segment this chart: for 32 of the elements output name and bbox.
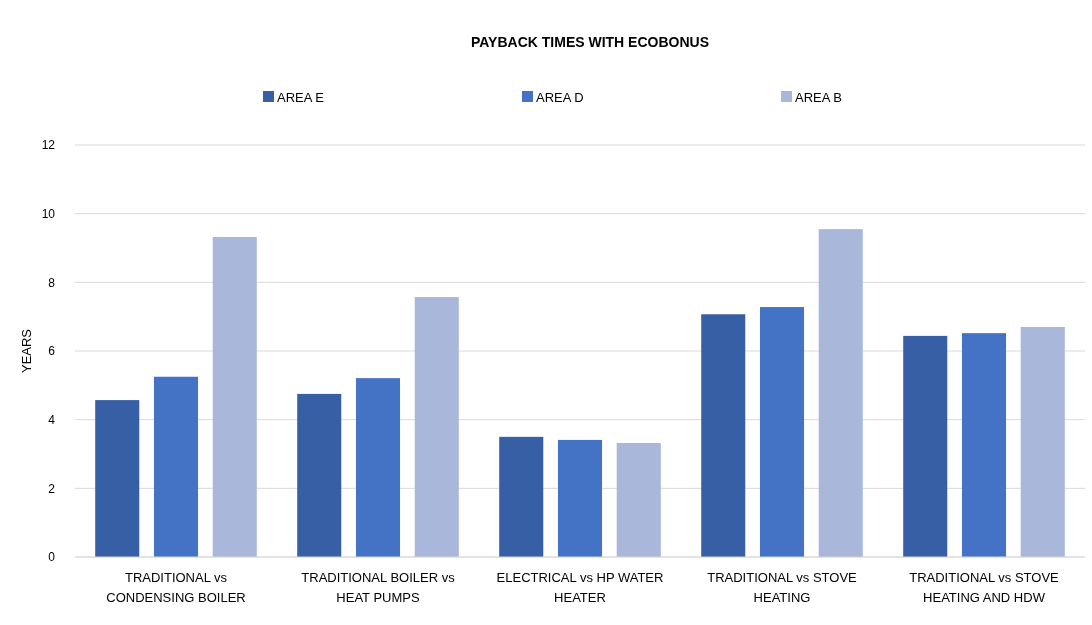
bar xyxy=(1020,326,1065,557)
bar xyxy=(355,378,401,557)
x-tick-label: TRADITIONAL vs STOVE HEATING xyxy=(707,570,858,605)
x-tick-label: TRADITIONAL BOILER vs HEAT PUMPS xyxy=(301,570,456,605)
x-tick-label: TRADITIONAL vs CONDENSING BOILER xyxy=(106,570,246,605)
bar xyxy=(557,439,603,557)
bar xyxy=(961,333,1007,557)
y-tick-label: 10 xyxy=(41,206,56,221)
y-axis-title: YEARS xyxy=(19,328,34,374)
legend-label: AREA D xyxy=(536,89,584,105)
chart-title: PAYBACK TIMES WITH ECOBONUS xyxy=(470,34,710,50)
bar xyxy=(499,436,544,557)
bar xyxy=(616,443,661,557)
y-tick-label: 8 xyxy=(48,275,56,290)
bar xyxy=(701,314,746,557)
y-tick-label: 4 xyxy=(48,412,56,427)
legend-label: AREA E xyxy=(277,89,325,105)
bar xyxy=(818,229,863,557)
y-tick-label: 2 xyxy=(48,481,56,496)
y-tick-label: 0 xyxy=(48,550,56,565)
y-tick-label: 12 xyxy=(41,138,56,153)
bar xyxy=(297,393,342,557)
y-tick-label: 6 xyxy=(48,344,56,359)
bar xyxy=(153,376,199,557)
bar xyxy=(212,237,257,557)
bar xyxy=(95,400,140,557)
bar xyxy=(903,335,948,557)
bar xyxy=(414,297,459,557)
bar xyxy=(759,307,805,557)
x-tick-label: ELECTRICAL vs HP WATER HEATER xyxy=(496,570,664,605)
x-tick-label: TRADITIONAL vs STOVE HEATING AND HDW xyxy=(909,570,1060,605)
legend-label: AREA B xyxy=(795,89,842,105)
